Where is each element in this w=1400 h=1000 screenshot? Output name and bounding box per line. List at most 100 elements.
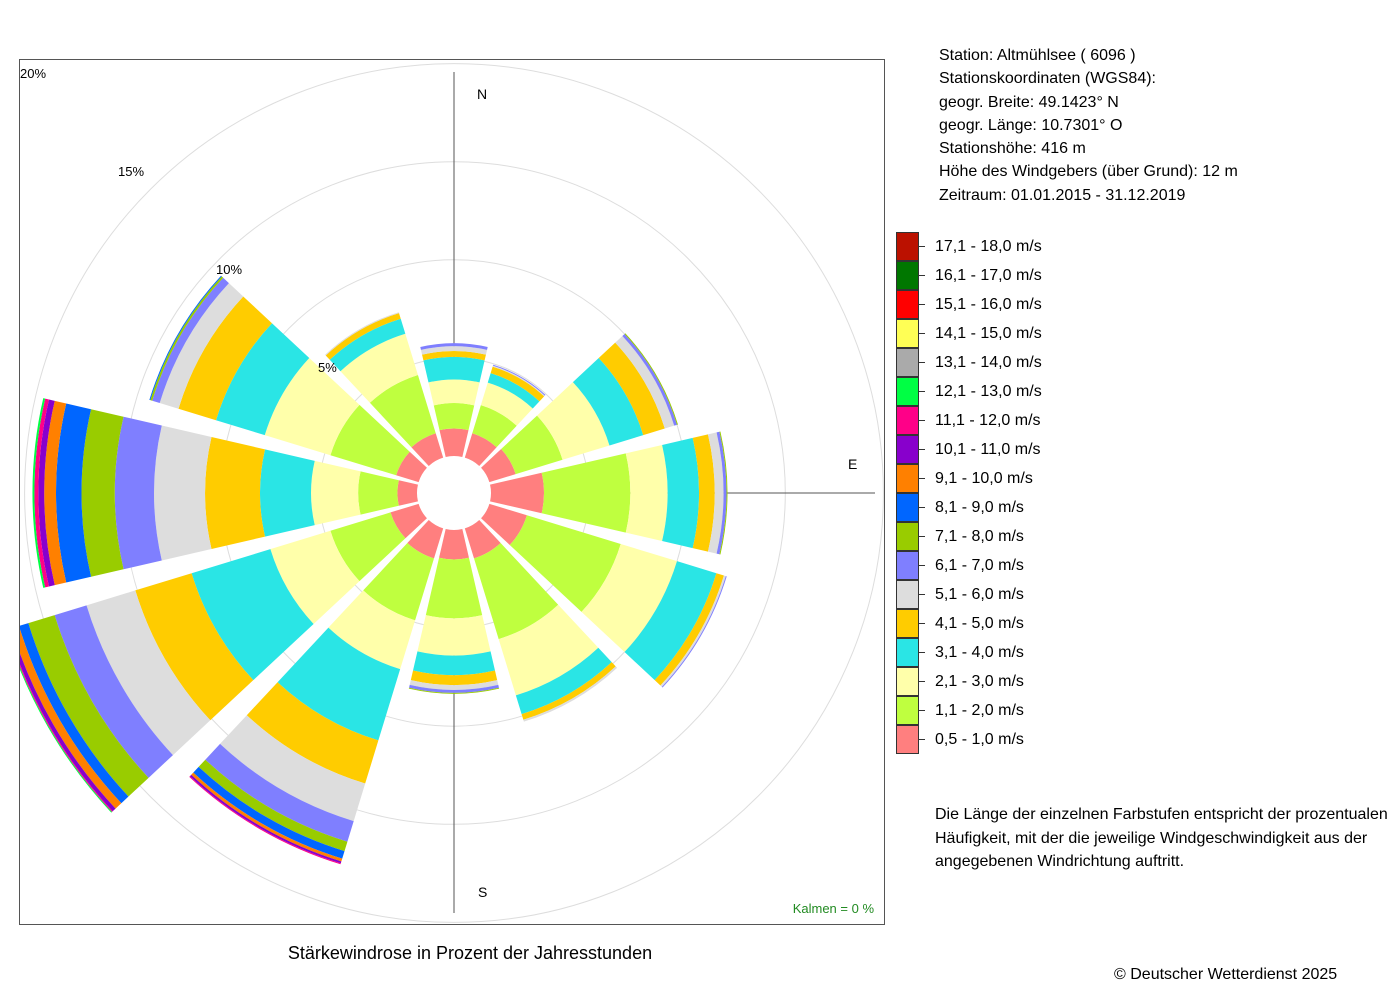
legend-tick xyxy=(919,304,925,305)
wedge-180-bin-3 xyxy=(417,615,491,656)
wedge-90-bin-4 xyxy=(662,437,699,549)
wedge-300-bin-1 xyxy=(396,451,427,483)
sector-180 xyxy=(408,529,500,694)
legend-label: 10,1 - 11,0 m/s xyxy=(935,441,1041,458)
wedge-270-bin-4 xyxy=(260,449,315,537)
legend-tick xyxy=(919,507,925,508)
legend-tick xyxy=(919,594,925,595)
legend-tick xyxy=(919,478,925,479)
legend-tick xyxy=(919,710,925,711)
sector-210 xyxy=(189,520,444,865)
wedge-120-bin-4 xyxy=(624,561,717,681)
legend-swatch xyxy=(896,551,919,580)
wedge-90-bin-7 xyxy=(716,431,727,555)
wedge-0-bin-3 xyxy=(428,379,480,406)
legend-swatch xyxy=(896,696,919,725)
legend-tick xyxy=(919,333,925,334)
legend-tick xyxy=(919,246,925,247)
legend-label: 13,1 - 14,0 m/s xyxy=(935,354,1042,371)
legend-label: 12,1 - 13,0 m/s xyxy=(935,383,1042,400)
legend-swatch xyxy=(896,638,919,667)
legend-swatch xyxy=(896,319,919,348)
wedge-300-bin-2 xyxy=(330,404,410,476)
wedge-120-bin-2 xyxy=(509,515,621,612)
legend-swatch xyxy=(896,667,919,696)
station-latitude: geogr. Breite: 49.1423° N xyxy=(939,93,1119,111)
wedge-270-bin-5 xyxy=(205,437,266,549)
wedge-300-bin-3 xyxy=(264,358,360,456)
legend-swatch xyxy=(896,348,919,377)
wedge-270-bin-6 xyxy=(154,425,212,561)
legend-label: 16,1 - 17,0 m/s xyxy=(935,267,1042,284)
wedge-210-bin-1 xyxy=(407,520,444,559)
wedge-60-bin-1 xyxy=(481,449,516,483)
legend-label: 11,1 - 12,0 m/s xyxy=(935,412,1041,429)
ring-label-5: 5% xyxy=(318,360,337,375)
wedge-330-bin-2 xyxy=(369,375,436,448)
wedge-270-bin-8 xyxy=(81,409,124,577)
wedge-0-bin-7 xyxy=(420,343,488,350)
wedge-300-bin-4 xyxy=(215,323,310,436)
wedge-240-bin-5 xyxy=(135,573,254,721)
legend-swatch xyxy=(896,609,919,638)
legend-tick xyxy=(919,536,925,537)
legend-label: 9,1 - 10,0 m/s xyxy=(935,470,1033,487)
wedge-270-bin-3 xyxy=(311,460,361,526)
legend-tick xyxy=(919,449,925,450)
legend-swatch xyxy=(896,377,919,406)
wedge-90-bin-6 xyxy=(707,432,724,554)
wedge-240-bin-6 xyxy=(86,590,211,756)
sector-0 xyxy=(420,343,488,457)
legend-label: 0,5 - 1,0 m/s xyxy=(935,731,1024,748)
wedge-150-bin-3 xyxy=(498,604,599,696)
wedge-150-bin-4 xyxy=(515,647,612,715)
wedge-120-bin-3 xyxy=(581,543,678,653)
wedge-180-bin-6 xyxy=(409,680,499,690)
wedge-30-bin-5 xyxy=(490,366,545,402)
legend-swatch xyxy=(896,435,919,464)
wedge-180-bin-5 xyxy=(410,670,498,685)
wedge-30-bin-1 xyxy=(464,433,497,466)
wedge-30-bin-4 xyxy=(487,373,540,409)
wedge-270-bin-9 xyxy=(55,403,92,583)
wedge-210-bin-6 xyxy=(220,715,366,822)
wedge-270-bin-2 xyxy=(358,471,399,515)
wedge-240-bin-7 xyxy=(54,605,173,778)
calm-percentage: Kalmen = 0 % xyxy=(792,901,874,916)
wedge-300-bin-6 xyxy=(159,283,244,409)
wedge-180-bin-8 xyxy=(408,687,500,694)
wedge-240-bin-4 xyxy=(191,549,314,681)
legend-tick xyxy=(919,420,925,421)
sector-90 xyxy=(490,431,728,555)
anemometer-height: Höhe des Windgebers (über Grund): 12 m xyxy=(939,163,1238,181)
legend-label: 14,1 - 15,0 m/s xyxy=(935,325,1042,342)
wedge-330-bin-1 xyxy=(411,433,444,466)
wedge-210-bin-2 xyxy=(363,543,435,621)
ring-label-20: 20% xyxy=(20,66,47,81)
wedge-210-bin-4 xyxy=(277,627,401,741)
chart-title: Stärkewindrose in Prozent der Jahresstun… xyxy=(287,943,653,963)
legend-tick xyxy=(919,391,925,392)
grid-ring-20 xyxy=(24,63,884,923)
station-elevation: Stationshöhe: 416 m xyxy=(939,140,1086,158)
sector-30 xyxy=(464,364,546,466)
station-longitude: geogr. Länge: 10.7301° O xyxy=(939,116,1123,134)
wedge-0-bin-5 xyxy=(422,351,486,361)
wedge-90-bin-3 xyxy=(625,444,668,542)
wedge-180-bin-1 xyxy=(439,529,469,560)
legend-tick xyxy=(919,739,925,740)
wedge-240-bin-9 xyxy=(20,623,129,804)
legend-label: 3,1 - 4,0 m/s xyxy=(935,644,1024,661)
sector-240 xyxy=(20,503,427,813)
legend-tick xyxy=(919,623,925,624)
station-info: Station: Altmühlsee ( 6096 ) Stationskoo… xyxy=(939,44,1238,207)
wedge-240-bin-2 xyxy=(330,512,406,582)
wedge-330-bin-4 xyxy=(329,318,406,372)
sector-300 xyxy=(149,275,427,483)
windrose-plot-area: 5% 10% 15% 20% N E S Kalmen = 0 % xyxy=(19,59,885,925)
legend-label: 4,1 - 5,0 m/s xyxy=(935,615,1024,632)
sector-330 xyxy=(325,312,444,466)
wedge-270-bin-13 xyxy=(32,398,46,588)
legend-swatch xyxy=(896,261,919,290)
legend-swatch xyxy=(896,493,919,522)
